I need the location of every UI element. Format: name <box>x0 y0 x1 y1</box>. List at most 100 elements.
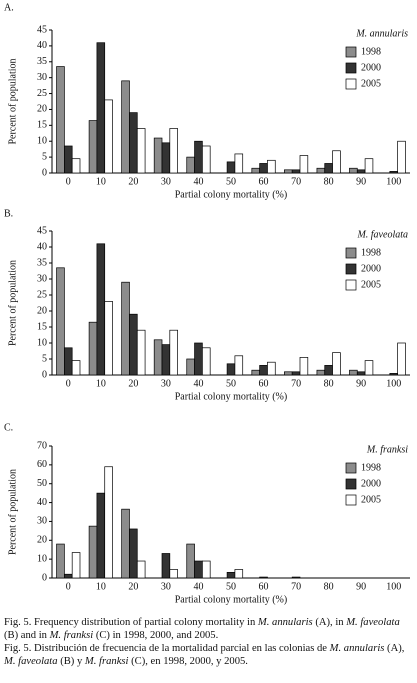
bar <box>202 560 211 579</box>
bar <box>56 66 65 174</box>
y-tick-label: 5 <box>42 353 47 364</box>
x-tick-label: 60 <box>259 378 269 389</box>
legend-swatch <box>345 46 357 58</box>
y-tick-label: 60 <box>37 459 47 470</box>
x-tick-label: 40 <box>193 378 203 389</box>
figure: A. Percent of population Partial colony mo… <box>4 2 410 605</box>
bar <box>161 344 171 376</box>
caption-text: Fig. 5. Distribución de frecuencia de la… <box>4 643 330 654</box>
bar <box>169 128 178 174</box>
bar <box>251 167 260 174</box>
bar <box>121 80 130 174</box>
bar <box>64 145 73 174</box>
y-axis-title: Percent of population <box>7 58 18 144</box>
y-tick-label: 30 <box>37 72 47 83</box>
y-tick-label: 5 <box>42 151 47 162</box>
x-tick-label: 50 <box>226 581 236 592</box>
bar <box>194 342 203 376</box>
bar <box>88 525 98 579</box>
x-tick-label: 60 <box>259 176 269 187</box>
bar <box>121 508 130 579</box>
bar <box>234 569 244 579</box>
bar <box>96 42 106 174</box>
bar <box>186 358 195 376</box>
y-tick-label: 40 <box>37 241 47 252</box>
bar <box>56 543 65 579</box>
bar <box>129 112 138 174</box>
y-tick-label: 0 <box>42 369 47 380</box>
bar <box>129 528 138 579</box>
y-tick-label: 45 <box>37 225 47 236</box>
bar <box>324 163 333 174</box>
caption-spanish: Fig. 5. Distribución de frecuencia de la… <box>4 642 414 668</box>
legend-label: 2000 <box>361 478 381 489</box>
x-tick-label: 20 <box>128 378 138 389</box>
bar <box>251 369 260 376</box>
x-tick-label: 0 <box>66 176 71 187</box>
bar <box>186 543 195 579</box>
bar <box>332 352 341 376</box>
x-tick-label: 10 <box>96 378 106 389</box>
y-tick-label: 20 <box>37 305 47 316</box>
legend-label: 1998 <box>361 46 381 57</box>
x-tick-label: 40 <box>193 176 203 187</box>
bar <box>389 373 398 376</box>
x-tick-label: 70 <box>291 581 301 592</box>
bar <box>316 369 326 376</box>
bar <box>397 140 406 174</box>
bar <box>88 321 98 376</box>
legend-label: 1998 <box>361 247 381 258</box>
y-tick-label: 15 <box>37 120 47 131</box>
y-tick-label: 20 <box>37 535 47 546</box>
bar <box>56 267 65 376</box>
x-tick-label: 90 <box>356 581 366 592</box>
bar <box>194 560 203 579</box>
legend-label: 2000 <box>361 263 381 274</box>
x-tick-label: 80 <box>324 581 334 592</box>
bar <box>169 569 178 579</box>
caption-text: (C), en 1998, 2000, y 2005. <box>128 656 248 667</box>
x-axis-title: Partial colony mortality (%) <box>175 594 287 605</box>
bar <box>356 371 366 376</box>
bar <box>88 120 98 174</box>
bar <box>291 371 301 376</box>
x-tick-label: 20 <box>128 581 138 592</box>
bar <box>397 342 406 376</box>
legend-title: M. franksi <box>366 444 408 455</box>
y-tick-label: 10 <box>37 136 47 147</box>
caption-text: (A), in <box>312 617 347 628</box>
x-tick-label: 100 <box>386 581 401 592</box>
panel-label: B. <box>4 208 13 219</box>
bar <box>259 163 268 174</box>
bar <box>161 553 171 579</box>
x-tick-label: 0 <box>66 581 71 592</box>
bar <box>324 365 333 376</box>
legend-swatch <box>345 494 357 506</box>
caption-text: (B) y <box>57 656 85 667</box>
y-tick-label: 15 <box>37 321 47 332</box>
bar <box>234 153 244 174</box>
x-axis-title: Partial colony mortality (%) <box>175 391 287 402</box>
y-tick-label: 50 <box>37 478 47 489</box>
x-tick-label: 70 <box>291 378 301 389</box>
y-tick-label: 35 <box>37 257 47 268</box>
y-tick-label: 25 <box>37 289 47 300</box>
bar <box>226 161 236 174</box>
x-tick-label: 30 <box>161 378 171 389</box>
bar <box>389 171 398 174</box>
bar <box>299 357 309 376</box>
bar <box>349 369 358 376</box>
bar <box>71 552 81 579</box>
species-name: M. franksi <box>49 630 94 641</box>
bar <box>267 159 276 174</box>
y-axis-title: Percent of population <box>7 469 18 555</box>
caption-text: (A), <box>384 643 405 654</box>
bar <box>284 169 293 174</box>
y-tick-label: 35 <box>37 56 47 67</box>
caption-text: (B) and in <box>4 630 50 641</box>
x-tick-label: 60 <box>259 581 269 592</box>
bar <box>96 492 106 579</box>
y-tick-label: 10 <box>37 337 47 348</box>
legend-swatch <box>345 62 357 74</box>
